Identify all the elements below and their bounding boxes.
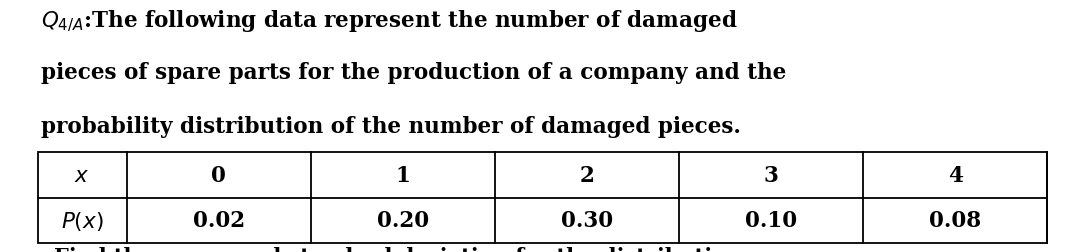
Text: 0.30: 0.30 [560, 210, 613, 231]
Text: $P(x)$: $P(x)$ [61, 209, 104, 232]
Text: 3: 3 [764, 164, 779, 186]
Text: 0.20: 0.20 [377, 210, 428, 231]
Text: probability distribution of the number of damaged pieces.: probability distribution of the number o… [41, 116, 741, 138]
Text: 1: 1 [395, 164, 410, 186]
Text: Find the  mean and standard deviation for the distribution.: Find the mean and standard deviation for… [54, 246, 749, 252]
Text: $x$: $x$ [75, 164, 90, 186]
Text: 4: 4 [948, 164, 963, 186]
Text: pieces of spare parts for the production of a company and the: pieces of spare parts for the production… [41, 62, 787, 84]
Text: 2: 2 [580, 164, 594, 186]
Text: 0.10: 0.10 [745, 210, 797, 231]
Text: 0: 0 [211, 164, 226, 186]
Text: $Q_{4/A}$:The following data represent the number of damaged: $Q_{4/A}$:The following data represent t… [41, 8, 738, 34]
Text: 0.08: 0.08 [929, 210, 981, 231]
Text: 0.02: 0.02 [193, 210, 245, 231]
